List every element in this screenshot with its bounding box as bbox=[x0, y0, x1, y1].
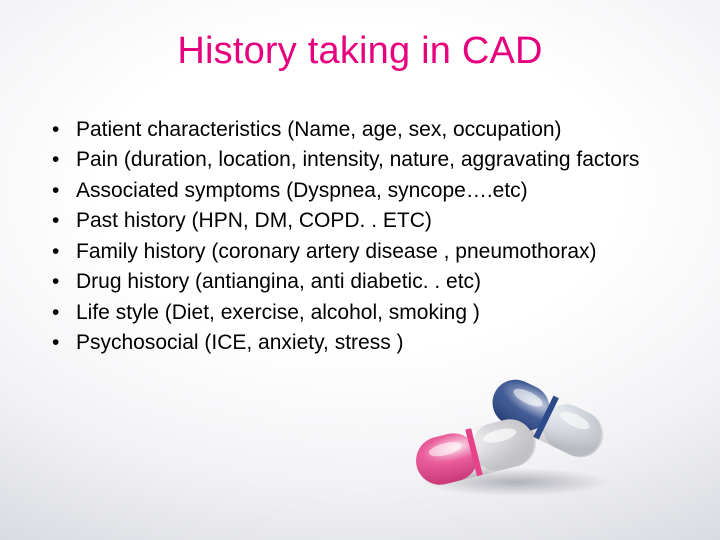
list-item: Past history (HPN, DM, COPD. . ETC) bbox=[46, 206, 680, 236]
slide: History taking in CAD Patient characteri… bbox=[0, 0, 720, 540]
list-item: Life style (Diet, exercise, alcohol, smo… bbox=[46, 298, 680, 328]
list-item: Patient characteristics (Name, age, sex,… bbox=[46, 115, 680, 145]
slide-title: History taking in CAD bbox=[40, 30, 680, 73]
list-item: Family history (coronary artery disease … bbox=[46, 237, 680, 267]
pills-graphic bbox=[397, 370, 632, 500]
list-item: Pain (duration, location, intensity, nat… bbox=[46, 145, 680, 175]
list-item: Associated symptoms (Dyspnea, syncope….e… bbox=[46, 176, 680, 206]
bullet-list: Patient characteristics (Name, age, sex,… bbox=[40, 115, 680, 359]
list-item: Psychosocial (ICE, anxiety, stress ) bbox=[46, 328, 680, 358]
list-item: Drug history (antiangina, anti diabetic.… bbox=[46, 267, 680, 297]
